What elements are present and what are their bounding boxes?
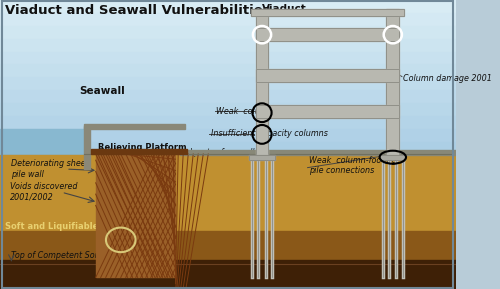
- Bar: [0, 260, 456, 289]
- Bar: [0, 26, 456, 39]
- Bar: [380, 155, 406, 160]
- Bar: [0, 129, 89, 155]
- Text: Seawall: Seawall: [80, 86, 126, 96]
- Bar: [256, 68, 399, 81]
- Text: Weak  column-footing-
pile connections: Weak column-footing- pile connections: [309, 156, 400, 175]
- Bar: [84, 124, 184, 129]
- Bar: [251, 9, 404, 16]
- Text: Weak  column-beam connection: Weak column-beam connection: [216, 107, 346, 116]
- Bar: [0, 129, 456, 142]
- Bar: [0, 231, 456, 260]
- Bar: [0, 116, 456, 129]
- Text: Gribble damage to wood parts of seawall: Gribble damage to wood parts of seawall: [98, 148, 254, 157]
- Text: Insufficient capacity columns: Insufficient capacity columns: [210, 129, 328, 138]
- Bar: [0, 103, 456, 116]
- Text: Soft and Liquifiable Soil: Soft and Liquifiable Soil: [6, 222, 119, 231]
- Bar: [91, 149, 187, 154]
- Bar: [0, 142, 456, 155]
- Bar: [386, 9, 399, 155]
- Text: Deteriorating sheet
pile wall: Deteriorating sheet pile wall: [12, 159, 89, 179]
- Bar: [256, 105, 399, 118]
- Text: Voids discovered
2001/2002: Voids discovered 2001/2002: [10, 182, 78, 202]
- Bar: [180, 150, 467, 155]
- Bar: [250, 155, 274, 160]
- Bar: [386, 9, 399, 155]
- Bar: [0, 51, 456, 64]
- Bar: [0, 155, 456, 231]
- Bar: [96, 154, 176, 277]
- Bar: [0, 77, 456, 90]
- Text: Column damage 2001: Column damage 2001: [404, 73, 492, 83]
- Bar: [0, 0, 456, 13]
- Bar: [0, 90, 456, 103]
- Bar: [0, 39, 456, 51]
- Bar: [250, 155, 274, 160]
- Bar: [256, 9, 268, 155]
- Text: Top of Competent Soils: Top of Competent Soils: [12, 251, 104, 260]
- Bar: [256, 105, 399, 118]
- Bar: [256, 28, 399, 41]
- Bar: [0, 13, 456, 26]
- Bar: [256, 28, 399, 41]
- Bar: [256, 68, 399, 81]
- Bar: [256, 9, 268, 155]
- Text: Viaduct and Seawall Vulnerabilities: Viaduct and Seawall Vulnerabilities: [6, 4, 271, 17]
- Bar: [380, 155, 406, 160]
- Bar: [0, 64, 456, 77]
- Text: Relieving Platform: Relieving Platform: [98, 143, 186, 152]
- Bar: [251, 9, 404, 16]
- Text: Viaduct: Viaduct: [262, 4, 307, 14]
- Bar: [0, 155, 84, 160]
- Bar: [84, 126, 90, 169]
